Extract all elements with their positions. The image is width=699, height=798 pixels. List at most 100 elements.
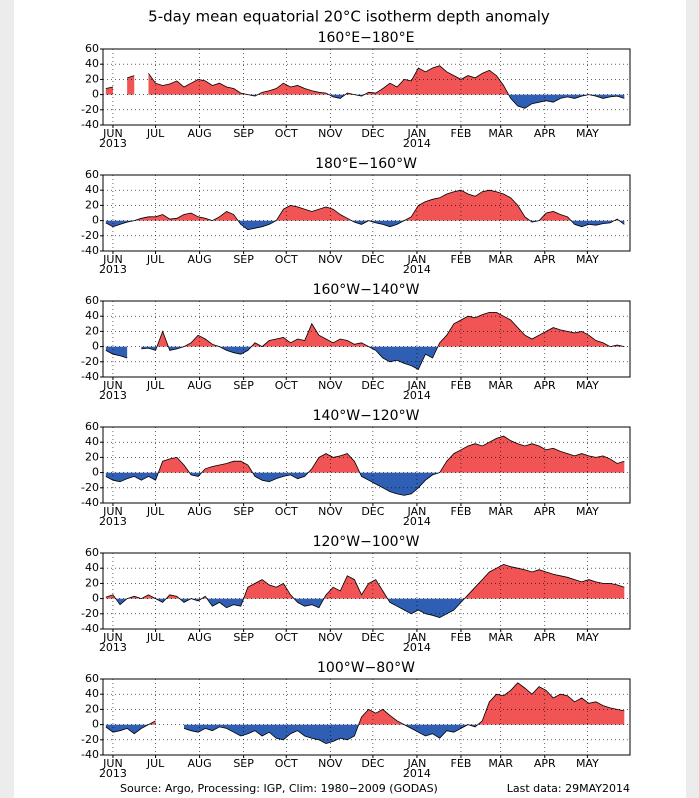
negative-fill	[105, 346, 438, 370]
x-tick-label: JUN	[102, 253, 123, 266]
x-tick-label: MAY	[576, 379, 599, 392]
x-tick-label: MAR	[488, 631, 513, 644]
panel-title: 120°W−100°W	[313, 534, 420, 550]
y-tick-label: 20	[85, 450, 99, 463]
panel-title: 180°E−160°W	[315, 156, 417, 172]
x-tick-label: APR	[534, 127, 556, 140]
year-label: 2013	[99, 767, 127, 780]
anomaly-line	[105, 682, 625, 745]
y-tick-label: 20	[85, 198, 99, 211]
panel-title: 140°W−120°W	[313, 408, 420, 424]
anomaly-line	[105, 189, 625, 231]
year-label: 2013	[99, 137, 127, 150]
y-tick-label: 40	[85, 687, 99, 700]
y-tick-label: -20	[81, 733, 99, 746]
y-tick-label: 20	[85, 576, 99, 589]
y-tick-label: -20	[81, 607, 99, 620]
x-tick-label: MAR	[488, 127, 513, 140]
last-data-note: Last data: 29MAY2014	[507, 782, 630, 795]
x-tick-label: JUN	[102, 505, 123, 518]
x-tick-label: JUL	[146, 757, 165, 770]
plot-frame	[102, 48, 631, 126]
anomaly-line	[105, 435, 625, 496]
panel-title: 100°W−80°W	[317, 660, 415, 676]
x-tick-label: OCT	[275, 631, 298, 644]
y-tick-label: 20	[85, 72, 99, 85]
x-tick-label: NOV	[318, 379, 343, 392]
positive-fill	[158, 436, 625, 473]
x-tick-label: DEC	[361, 505, 384, 518]
y-tick-label: -40	[81, 118, 99, 131]
plot-frame	[102, 426, 631, 504]
plot-frame	[102, 300, 631, 378]
x-tick-label: JAN	[407, 631, 427, 644]
y-tick-label: 40	[85, 57, 99, 70]
x-tick-label: JAN	[407, 505, 427, 518]
y-tick-label: 60	[85, 420, 99, 433]
year-label: 2013	[99, 389, 127, 402]
chart-title: 5-day mean equatorial 20°C isotherm dept…	[148, 8, 550, 26]
x-tick-label: OCT	[275, 757, 298, 770]
x-tick-label: JUN	[102, 127, 123, 140]
x-tick-label: SEP	[233, 379, 254, 392]
source-note: Source: Argo, Processing: IGP, Clim: 198…	[120, 782, 438, 795]
x-tick-label: JAN	[407, 253, 427, 266]
year-label: 2013	[99, 515, 127, 528]
x-tick-label: APR	[534, 757, 556, 770]
panel-title: 160°E−180°E	[318, 30, 415, 46]
x-tick-label: NOV	[318, 631, 343, 644]
x-tick-label: JAN	[407, 127, 427, 140]
year-label: 2013	[99, 641, 127, 654]
y-tick-label: -20	[81, 103, 99, 116]
x-tick-label: AUG	[188, 757, 212, 770]
y-tick-label: 0	[92, 214, 99, 227]
x-tick-label: APR	[534, 631, 556, 644]
positive-fill	[134, 190, 620, 221]
y-tick-label: 0	[92, 592, 99, 605]
y-tick-label: 0	[92, 88, 99, 101]
x-tick-label: NOV	[318, 757, 343, 770]
y-tick-label: -20	[81, 355, 99, 368]
y-tick-label: -20	[81, 481, 99, 494]
frame	[14, 0, 686, 798]
x-tick-label: DEC	[361, 127, 384, 140]
positive-fill	[156, 312, 625, 347]
x-tick-label: MAR	[488, 505, 513, 518]
y-tick-label: 60	[85, 294, 99, 307]
y-tick-label: 0	[92, 718, 99, 731]
positive-fill	[148, 682, 625, 725]
x-tick-label: FEB	[451, 379, 472, 392]
anomaly-line	[105, 65, 625, 109]
x-tick-label: JUL	[146, 631, 165, 644]
x-tick-label: AUG	[188, 127, 212, 140]
x-tick-label: JUN	[102, 379, 123, 392]
x-tick-label: MAR	[488, 253, 513, 266]
x-tick-label: MAY	[576, 253, 599, 266]
x-tick-label: FEB	[451, 127, 472, 140]
year-label: 2014	[403, 767, 431, 780]
x-tick-label: JUL	[146, 379, 165, 392]
year-label: 2014	[403, 263, 431, 276]
y-tick-label: 60	[85, 42, 99, 55]
x-tick-label: JUL	[146, 127, 165, 140]
anomaly-line	[105, 563, 625, 619]
anomaly-line	[105, 312, 625, 370]
y-tick-label: -40	[81, 370, 99, 383]
year-label: 2014	[403, 137, 431, 150]
y-tick-label: -20	[81, 229, 99, 242]
x-tick-label: JUL	[146, 505, 165, 518]
x-tick-label: MAY	[576, 127, 599, 140]
x-tick-label: OCT	[275, 127, 298, 140]
x-tick-label: DEC	[361, 631, 384, 644]
x-tick-label: FEB	[451, 253, 472, 266]
y-tick-label: 0	[92, 466, 99, 479]
x-tick-label: MAR	[488, 757, 513, 770]
y-tick-label: 40	[85, 309, 99, 322]
x-tick-label: NOV	[318, 253, 343, 266]
x-tick-label: DEC	[361, 379, 384, 392]
y-tick-label: 0	[92, 340, 99, 353]
positive-fill	[105, 564, 625, 599]
year-label: 2013	[99, 263, 127, 276]
x-tick-label: APR	[534, 253, 556, 266]
